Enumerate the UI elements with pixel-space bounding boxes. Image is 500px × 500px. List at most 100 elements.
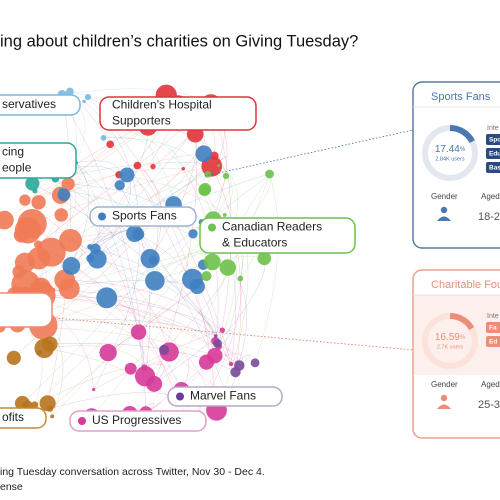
edge: [38, 174, 120, 245]
edge: [43, 278, 193, 326]
cluster-dot: [78, 417, 86, 425]
edge: [153, 173, 270, 261]
cluster-dot: [208, 223, 216, 232]
node: [257, 251, 272, 266]
node: [195, 145, 213, 163]
cluster-label: Supporters: [112, 114, 171, 128]
edge: [93, 234, 140, 390]
node: [134, 366, 156, 387]
node: [201, 271, 212, 282]
percent-value: 17.44: [435, 144, 460, 155]
node: [188, 229, 198, 239]
node: [203, 253, 221, 271]
node: [19, 194, 31, 206]
node: [36, 349, 43, 355]
cluster-label-box: [199, 217, 356, 254]
node: [213, 339, 222, 348]
node: [204, 170, 212, 178]
node: [114, 180, 125, 191]
edge: [90, 258, 216, 337]
cluster-label-box: [167, 386, 283, 407]
cluster-label: & Educators: [222, 236, 287, 250]
interest-chip: [486, 148, 500, 159]
node: [33, 240, 43, 249]
node: [141, 364, 148, 371]
edge: [70, 240, 170, 353]
interest-chip: [486, 134, 500, 145]
users: 2.7K users: [437, 344, 464, 350]
connector: [54, 317, 414, 351]
node: [228, 361, 234, 367]
node: [32, 188, 38, 194]
node: [86, 254, 95, 263]
node: [12, 265, 26, 279]
edge: [89, 173, 270, 248]
cluster-label-box: [69, 410, 207, 432]
card-title: Sports Fans: [431, 91, 491, 103]
interest: Fa: [489, 325, 497, 332]
node: [100, 134, 107, 141]
card-title: Charitable Fou: [431, 279, 500, 291]
cluster-label-box: [0, 142, 77, 179]
node: [217, 163, 221, 168]
node: [50, 414, 55, 419]
gender-label: Gender: [431, 380, 458, 389]
node: [219, 327, 226, 333]
node: [119, 167, 135, 183]
node: [106, 140, 114, 149]
cluster-label-box: [99, 96, 257, 131]
edge: [211, 166, 242, 373]
node: [61, 177, 75, 191]
edge: [215, 330, 233, 347]
node: [198, 354, 215, 370]
interest: Spo: [489, 137, 500, 144]
node: [214, 334, 218, 338]
node: [59, 229, 82, 252]
interests-heading: Inte: [487, 125, 499, 132]
edge: [119, 185, 151, 377]
age: 18-2: [478, 211, 500, 223]
node: [66, 87, 74, 96]
cluster-label: servatives: [2, 97, 56, 111]
person-icon: [437, 404, 451, 409]
node: [265, 169, 274, 179]
edge: [149, 134, 197, 259]
age-label: Aged: [481, 192, 500, 201]
interest: Ed: [489, 339, 497, 346]
cluster-label: Marvel Fans: [190, 389, 256, 403]
edge: [145, 173, 270, 413]
users: 2.84K users: [435, 156, 465, 162]
percent: 17.44%: [435, 144, 466, 155]
percent-unit: %: [460, 147, 466, 153]
cluster-label-box: [0, 94, 81, 116]
node: [132, 228, 145, 241]
interest-chip: [486, 322, 500, 333]
edge: [68, 126, 149, 185]
node: [133, 161, 142, 170]
cluster-label: US Progressives: [92, 413, 181, 427]
node: [222, 213, 227, 217]
age: 25-3: [478, 399, 500, 411]
edge: [137, 165, 162, 261]
edge: [22, 260, 154, 404]
edge: [64, 279, 223, 331]
interest: Bas: [489, 165, 500, 172]
edge: [55, 178, 145, 368]
donut-arc: [422, 125, 478, 181]
node: [150, 163, 156, 170]
cluster-label: Children's Hospital: [112, 98, 212, 112]
age-label: Aged: [481, 380, 500, 389]
edge: [49, 343, 236, 373]
node: [27, 247, 50, 270]
network: [0, 84, 279, 430]
cluster-label-box: [0, 292, 53, 328]
node: [82, 99, 86, 104]
node: [0, 210, 14, 230]
node: [13, 227, 29, 243]
node: [30, 401, 39, 409]
cluster-label: Sports Fans: [112, 209, 177, 223]
person-icon: [440, 394, 448, 402]
node: [34, 338, 55, 359]
person-icon: [437, 216, 451, 221]
